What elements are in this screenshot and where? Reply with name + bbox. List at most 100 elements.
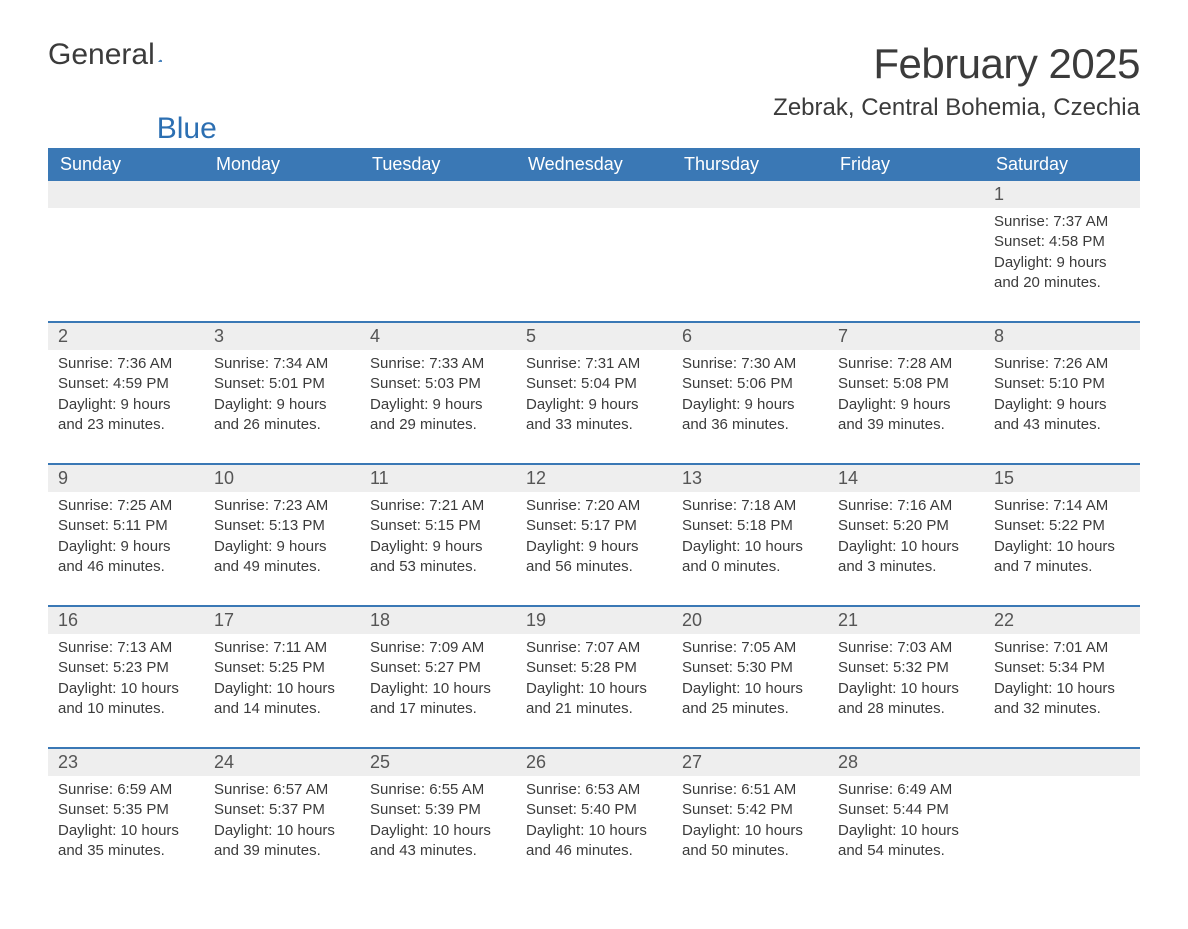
day-number: 10 [204, 465, 360, 492]
day-number: 19 [516, 607, 672, 634]
day-details: Sunrise: 7:14 AMSunset: 5:22 PMDaylight:… [984, 492, 1140, 595]
logo-mark-icon [158, 38, 162, 56]
day-details: Sunrise: 7:16 AMSunset: 5:20 PMDaylight:… [828, 492, 984, 595]
day-number: 23 [48, 749, 204, 776]
day-details: Sunrise: 7:23 AMSunset: 5:13 PMDaylight:… [204, 492, 360, 595]
day-header: Sunday [48, 148, 204, 181]
day-details: Sunrise: 7:36 AMSunset: 4:59 PMDaylight:… [48, 350, 204, 453]
day-details: Sunrise: 7:18 AMSunset: 5:18 PMDaylight:… [672, 492, 828, 595]
day-details: Sunrise: 7:30 AMSunset: 5:06 PMDaylight:… [672, 350, 828, 453]
daynum-row: 9101112131415 [48, 465, 1140, 492]
day-number: 25 [360, 749, 516, 776]
day-details: Sunrise: 7:26 AMSunset: 5:10 PMDaylight:… [984, 350, 1140, 453]
day-details: Sunrise: 7:13 AMSunset: 5:23 PMDaylight:… [48, 634, 204, 737]
day-number: 6 [672, 323, 828, 350]
day-details [516, 208, 672, 311]
day-number: 20 [672, 607, 828, 634]
day-number: 7 [828, 323, 984, 350]
day-number: 1 [984, 181, 1140, 208]
daynum-row: 1 [48, 181, 1140, 208]
day-number: 26 [516, 749, 672, 776]
daynum-row: 232425262728 [48, 749, 1140, 776]
day-number: 9 [48, 465, 204, 492]
day-details: Sunrise: 7:21 AMSunset: 5:15 PMDaylight:… [360, 492, 516, 595]
day-number [516, 181, 672, 208]
day-number: 11 [360, 465, 516, 492]
day-details: Sunrise: 7:05 AMSunset: 5:30 PMDaylight:… [672, 634, 828, 737]
day-details [204, 208, 360, 311]
week: 1Sunrise: 7:37 AMSunset: 4:58 PMDaylight… [48, 181, 1140, 311]
day-number: 2 [48, 323, 204, 350]
day-number [984, 749, 1140, 776]
day-details: Sunrise: 7:31 AMSunset: 5:04 PMDaylight:… [516, 350, 672, 453]
day-number [48, 181, 204, 208]
details-row: Sunrise: 7:36 AMSunset: 4:59 PMDaylight:… [48, 350, 1140, 453]
day-number [360, 181, 516, 208]
details-row: Sunrise: 7:25 AMSunset: 5:11 PMDaylight:… [48, 492, 1140, 595]
day-details: Sunrise: 7:11 AMSunset: 5:25 PMDaylight:… [204, 634, 360, 737]
day-number: 28 [828, 749, 984, 776]
calendar-weeks: 1Sunrise: 7:37 AMSunset: 4:58 PMDaylight… [48, 181, 1140, 879]
day-number: 17 [204, 607, 360, 634]
day-number: 4 [360, 323, 516, 350]
day-details: Sunrise: 7:37 AMSunset: 4:58 PMDaylight:… [984, 208, 1140, 311]
day-details: Sunrise: 6:55 AMSunset: 5:39 PMDaylight:… [360, 776, 516, 879]
day-number: 27 [672, 749, 828, 776]
day-details: Sunrise: 7:01 AMSunset: 5:34 PMDaylight:… [984, 634, 1140, 737]
details-row: Sunrise: 6:59 AMSunset: 5:35 PMDaylight:… [48, 776, 1140, 879]
week: 2345678 Sunrise: 7:36 AMSunset: 4:59 PMDa… [48, 321, 1140, 453]
day-number: 3 [204, 323, 360, 350]
day-number: 13 [672, 465, 828, 492]
month-title: February 2025 [773, 40, 1140, 88]
day-details: Sunrise: 7:25 AMSunset: 5:11 PMDaylight:… [48, 492, 204, 595]
day-details [48, 208, 204, 311]
day-number: 12 [516, 465, 672, 492]
week: 232425262728Sunrise: 6:59 AMSunset: 5:35… [48, 747, 1140, 879]
day-details: Sunrise: 6:51 AMSunset: 5:42 PMDaylight:… [672, 776, 828, 879]
day-details: Sunrise: 7:34 AMSunset: 5:01 PMDaylight:… [204, 350, 360, 453]
week: 9101112131415Sunrise: 7:25 AMSunset: 5:1… [48, 463, 1140, 595]
day-details: Sunrise: 7:09 AMSunset: 5:27 PMDaylight:… [360, 634, 516, 737]
day-number: 21 [828, 607, 984, 634]
day-number: 24 [204, 749, 360, 776]
details-row: Sunrise: 7:13 AMSunset: 5:23 PMDaylight:… [48, 634, 1140, 737]
day-details: Sunrise: 7:33 AMSunset: 5:03 PMDaylight:… [360, 350, 516, 453]
day-details: Sunrise: 6:53 AMSunset: 5:40 PMDaylight:… [516, 776, 672, 879]
day-number [828, 181, 984, 208]
logo: General [48, 40, 184, 70]
day-number: 8 [984, 323, 1140, 350]
day-number [672, 181, 828, 208]
day-header: Saturday [984, 148, 1140, 181]
day-details: Sunrise: 7:07 AMSunset: 5:28 PMDaylight:… [516, 634, 672, 737]
day-details: Sunrise: 7:28 AMSunset: 5:08 PMDaylight:… [828, 350, 984, 453]
day-details: Sunrise: 6:49 AMSunset: 5:44 PMDaylight:… [828, 776, 984, 879]
day-details: Sunrise: 6:57 AMSunset: 5:37 PMDaylight:… [204, 776, 360, 879]
daynum-row: 16171819202122 [48, 607, 1140, 634]
day-details [828, 208, 984, 311]
day-details [984, 776, 1140, 879]
day-details: Sunrise: 7:20 AMSunset: 5:17 PMDaylight:… [516, 492, 672, 595]
day-number: 18 [360, 607, 516, 634]
day-details [360, 208, 516, 311]
logo-text-blue: Blue [157, 114, 217, 144]
day-header: Thursday [672, 148, 828, 181]
day-number: 16 [48, 607, 204, 634]
day-number: 22 [984, 607, 1140, 634]
calendar-day-headers: SundayMondayTuesdayWednesdayThursdayFrid… [48, 148, 1140, 181]
location: Zebrak, Central Bohemia, Czechia [773, 94, 1140, 122]
day-header: Friday [828, 148, 984, 181]
week: 16171819202122Sunrise: 7:13 AMSunset: 5:… [48, 605, 1140, 737]
day-number: 5 [516, 323, 672, 350]
details-row: Sunrise: 7:37 AMSunset: 4:58 PMDaylight:… [48, 208, 1140, 311]
day-header: Wednesday [516, 148, 672, 181]
day-header: Monday [204, 148, 360, 181]
day-number [204, 181, 360, 208]
day-number: 15 [984, 465, 1140, 492]
day-details [672, 208, 828, 311]
day-header: Tuesday [360, 148, 516, 181]
day-number: 14 [828, 465, 984, 492]
title-block: February 2025 Zebrak, Central Bohemia, C… [773, 40, 1140, 132]
day-details: Sunrise: 6:59 AMSunset: 5:35 PMDaylight:… [48, 776, 204, 879]
day-details: Sunrise: 7:03 AMSunset: 5:32 PMDaylight:… [828, 634, 984, 737]
logo-text-general: General [48, 40, 155, 70]
